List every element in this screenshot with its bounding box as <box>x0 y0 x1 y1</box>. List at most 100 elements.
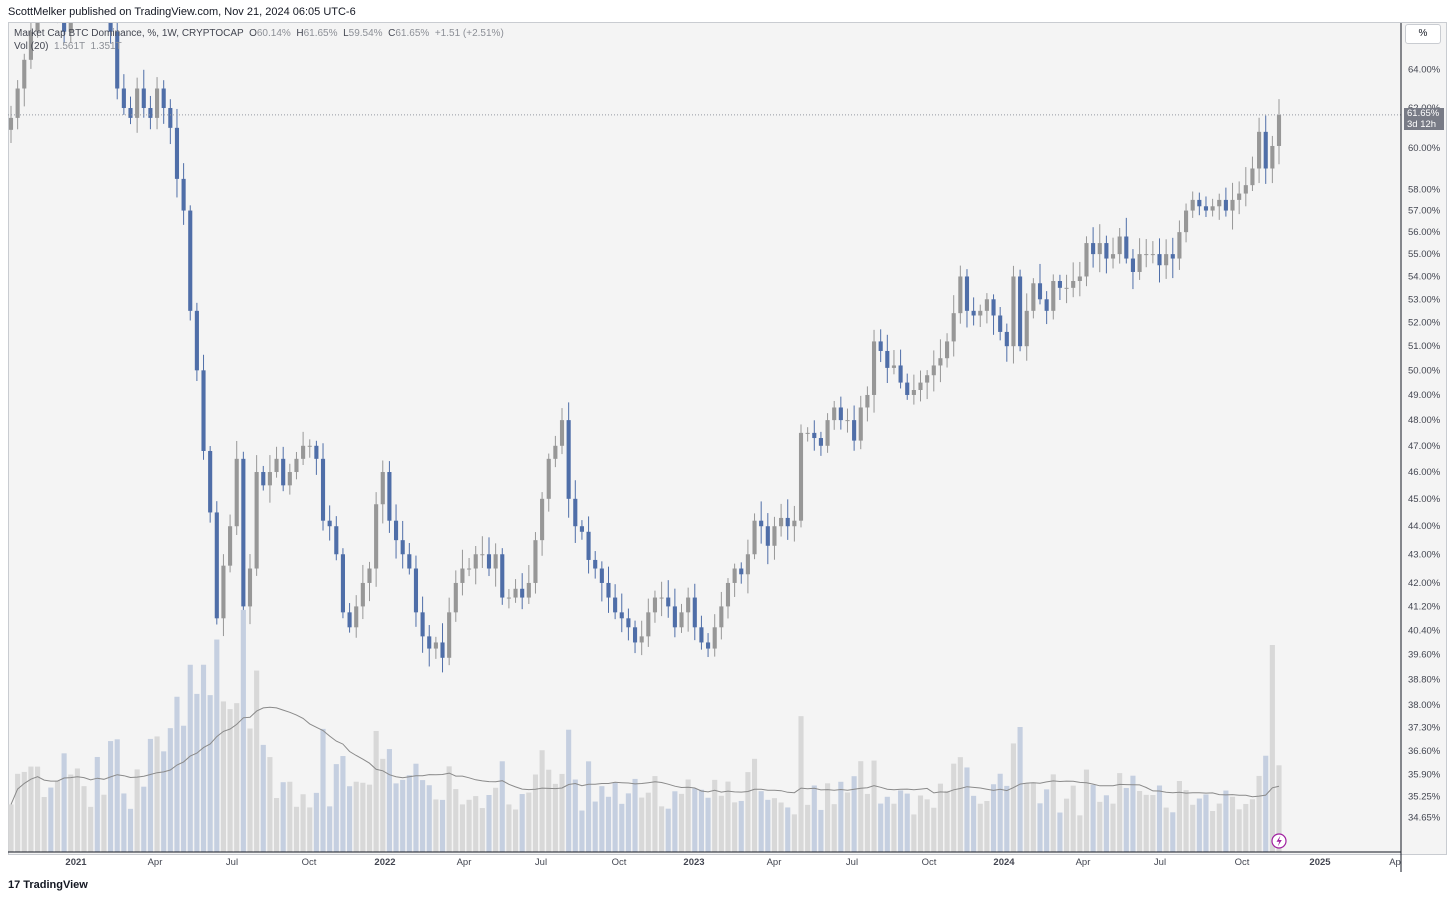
candle <box>1177 232 1182 259</box>
volume-bar <box>818 809 824 852</box>
y-tick-label: 36.60% <box>1408 746 1441 757</box>
candle <box>28 31 33 60</box>
volume-bar <box>114 739 120 852</box>
candle <box>606 582 611 598</box>
volume-bar <box>1077 815 1083 852</box>
legend-vol-label[interactable]: Vol (20) <box>14 41 49 52</box>
volume-bar <box>1004 785 1010 852</box>
volume-bar <box>1243 803 1249 852</box>
volume-bar <box>632 778 638 852</box>
candle <box>818 438 823 446</box>
candle <box>672 606 677 628</box>
candle <box>832 407 837 421</box>
volume-bar <box>785 807 791 852</box>
volume-bar <box>446 766 452 852</box>
candle <box>931 365 936 376</box>
candle <box>1170 254 1175 259</box>
candle <box>1270 145 1275 169</box>
publisher-line: ScottMelker published on TradingView.com… <box>8 6 356 18</box>
candle <box>852 420 857 441</box>
volume-bar <box>353 781 359 852</box>
candle <box>1037 283 1043 300</box>
volume-bar <box>1110 803 1116 852</box>
volume-bar <box>486 795 492 852</box>
volume-bar <box>426 785 432 852</box>
lightning-icon[interactable] <box>1271 833 1287 849</box>
volume-bar <box>725 781 731 852</box>
volume-bar <box>21 771 27 852</box>
volume-bar <box>732 802 738 852</box>
candle <box>506 597 511 599</box>
candle <box>891 365 897 368</box>
candle <box>1024 310 1029 347</box>
volume-bar <box>74 768 80 852</box>
chart-legend: Market Cap BTC Dominance, %, 1W, CRYPTOC… <box>14 27 504 53</box>
volume-bar <box>811 785 817 852</box>
volume-bar <box>984 800 990 852</box>
candle <box>871 341 877 395</box>
candle <box>15 88 20 118</box>
candle <box>301 445 306 459</box>
percent-scale-button[interactable]: % <box>1405 24 1441 44</box>
candle <box>845 420 850 422</box>
candle <box>500 554 505 598</box>
candle <box>374 504 379 569</box>
candle <box>905 382 910 395</box>
candle <box>493 554 498 569</box>
volume-bar <box>1050 774 1056 852</box>
volume-bar <box>181 725 187 852</box>
tradingview-logo-icon: 17 <box>8 879 21 891</box>
candle <box>1217 199 1222 207</box>
y-tick-label: 57.00% <box>1408 206 1441 217</box>
candle <box>221 565 226 619</box>
volume-bar <box>838 781 844 852</box>
volume-bar <box>386 749 392 852</box>
last-price-label: 61.65% 3d 12h <box>1404 108 1444 130</box>
candle <box>334 526 339 555</box>
candle <box>1144 254 1149 256</box>
footer-brand[interactable]: 17 TradingView <box>8 879 88 891</box>
x-tick-label: Oct <box>1235 857 1250 868</box>
candle <box>62 23 67 32</box>
volume-bar <box>718 795 724 852</box>
volume-bar <box>639 797 645 852</box>
volume-bar <box>127 808 134 852</box>
candle <box>1164 254 1169 266</box>
volume-bar <box>1196 798 1202 852</box>
chart-pane[interactable] <box>8 22 1447 855</box>
y-tick-label: 47.00% <box>1408 441 1441 452</box>
candle <box>779 517 784 527</box>
candle <box>1263 131 1268 169</box>
candle <box>951 313 956 342</box>
volume-bar <box>771 798 778 852</box>
candle <box>712 627 717 649</box>
volume-bar <box>825 783 831 852</box>
candle <box>646 612 651 637</box>
candle <box>719 606 724 628</box>
volume-bar <box>300 794 306 852</box>
volume-bar <box>1276 765 1282 852</box>
volume-bar <box>320 728 326 852</box>
y-tick-label: 58.00% <box>1408 184 1441 195</box>
y-tick-label: 49.00% <box>1408 390 1441 401</box>
candle <box>971 310 976 316</box>
candle <box>208 450 213 513</box>
volume-bar <box>805 804 811 852</box>
legend-low: 59.54% <box>348 28 383 39</box>
candle <box>108 23 113 32</box>
volume-bar <box>977 803 983 852</box>
legend-symbol[interactable]: Market Cap BTC Dominance, %, 1W, CRYPTOC… <box>14 28 244 39</box>
volume-bar <box>592 801 598 852</box>
volume-bar <box>964 767 970 852</box>
candle <box>287 472 292 486</box>
volume-bar <box>41 796 47 852</box>
volume-bar <box>459 804 465 852</box>
y-tick-label: 43.00% <box>1408 549 1441 560</box>
volume-bar <box>327 806 333 852</box>
candle <box>234 458 239 527</box>
candle <box>1210 206 1215 211</box>
candle <box>699 627 704 643</box>
volume-bar <box>652 776 658 852</box>
volume-bar <box>1183 790 1189 852</box>
